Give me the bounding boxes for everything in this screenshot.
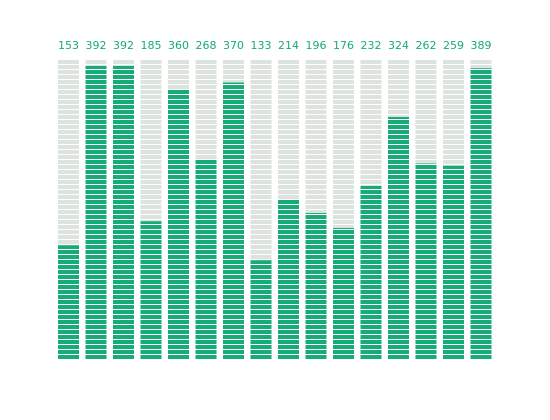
bar-stripes xyxy=(223,60,244,360)
value-label: 214 xyxy=(278,39,299,52)
value-label: 176 xyxy=(333,39,354,52)
value-label: 185 xyxy=(141,39,162,52)
value-label: 259 xyxy=(443,39,464,52)
bar-stripes xyxy=(305,60,327,360)
bar-stripes xyxy=(113,60,134,360)
bar-stripes xyxy=(168,60,189,360)
bar-stripes xyxy=(388,60,409,360)
value-label: 153 xyxy=(58,39,79,52)
bar-stripes xyxy=(443,60,464,360)
bar-stripes xyxy=(278,60,299,360)
bar-stripes xyxy=(85,60,107,360)
bar-stripes xyxy=(140,60,162,360)
value-label: 196 xyxy=(306,39,327,52)
value-label: 360 xyxy=(168,39,189,52)
value-label: 389 xyxy=(471,39,492,52)
bar-stripes xyxy=(333,60,354,360)
value-label: 232 xyxy=(361,39,382,52)
bar-stripes xyxy=(195,60,217,360)
bar-stripes xyxy=(470,60,492,360)
value-label: 324 xyxy=(388,39,409,52)
value-label: 268 xyxy=(196,39,217,52)
value-label: 133 xyxy=(251,39,272,52)
value-label: 392 xyxy=(113,39,134,52)
bar-stripes xyxy=(58,60,79,360)
bar-stripes xyxy=(250,60,272,360)
value-label: 392 xyxy=(86,39,107,52)
bar-stripes xyxy=(360,60,382,360)
bar-stripes xyxy=(415,60,437,360)
value-label: 262 xyxy=(416,39,437,52)
value-label: 370 xyxy=(223,39,244,52)
